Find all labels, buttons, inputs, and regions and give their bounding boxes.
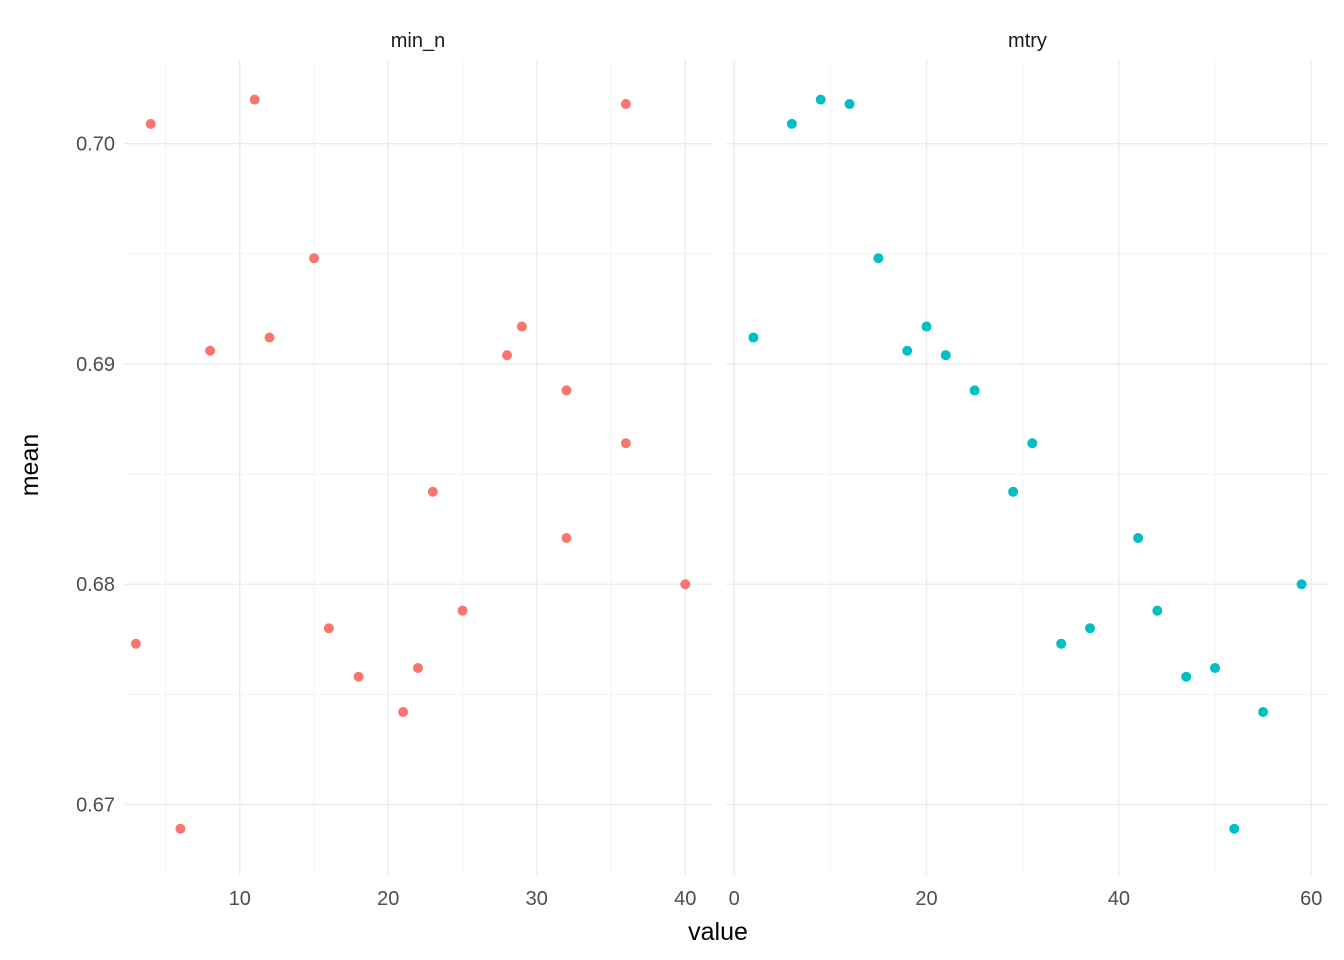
data-point bbox=[1210, 662, 1221, 673]
y-axis-ticks: 0.67 0.68 0.69 0.70 bbox=[76, 134, 115, 817]
data-point bbox=[940, 350, 951, 361]
x-tick-label: 20 bbox=[377, 888, 399, 910]
data-point bbox=[1133, 532, 1144, 543]
facet-strip-label: min_n bbox=[391, 30, 445, 52]
data-point bbox=[844, 99, 855, 110]
x-axis-ticks: 10 20 30 40 0 20 40 60 bbox=[229, 888, 1323, 910]
data-point bbox=[249, 94, 260, 105]
data-point bbox=[175, 823, 186, 834]
data-point bbox=[130, 638, 141, 649]
data-point bbox=[145, 118, 156, 129]
x-tick-label: 30 bbox=[526, 888, 548, 910]
facet-strip-label: mtry bbox=[1008, 30, 1047, 52]
y-tick-label: 0.67 bbox=[76, 795, 115, 817]
data-point bbox=[969, 385, 980, 396]
data-point bbox=[1056, 638, 1067, 649]
data-point bbox=[921, 321, 932, 332]
x-tick-label: 20 bbox=[915, 888, 937, 910]
x-tick-label: 60 bbox=[1300, 888, 1322, 910]
data-point bbox=[1008, 486, 1019, 497]
data-point bbox=[1258, 707, 1269, 717]
data-point bbox=[323, 623, 334, 634]
data-point bbox=[561, 532, 572, 543]
x-tick-label: 40 bbox=[1108, 888, 1130, 910]
x-tick-label: 10 bbox=[229, 888, 251, 910]
data-point bbox=[427, 486, 438, 497]
data-point bbox=[516, 321, 527, 332]
data-point bbox=[561, 385, 572, 396]
x-tick-label: 40 bbox=[674, 888, 696, 910]
data-point bbox=[620, 99, 631, 110]
data-point bbox=[413, 662, 423, 673]
data-point bbox=[1027, 438, 1038, 449]
y-tick-label: 0.68 bbox=[76, 574, 115, 596]
x-axis-title: value bbox=[688, 918, 748, 946]
data-point bbox=[815, 94, 826, 105]
data-point bbox=[398, 707, 409, 717]
data-point bbox=[748, 332, 759, 343]
data-point bbox=[786, 118, 797, 129]
data-point bbox=[1181, 671, 1192, 682]
data-point bbox=[457, 605, 468, 616]
data-point bbox=[502, 350, 513, 361]
data-point bbox=[309, 253, 320, 264]
data-point bbox=[902, 345, 913, 356]
x-tick-label: 0 bbox=[729, 888, 740, 910]
y-axis-title: mean bbox=[16, 434, 44, 497]
data-point bbox=[873, 253, 884, 264]
data-point bbox=[680, 579, 691, 590]
data-point bbox=[620, 438, 631, 449]
data-points bbox=[130, 94, 1307, 834]
data-point bbox=[1152, 605, 1163, 616]
data-point bbox=[1296, 579, 1307, 590]
data-point bbox=[1085, 623, 1096, 634]
data-point bbox=[205, 345, 216, 356]
grid-layer bbox=[124, 60, 1329, 875]
y-tick-label: 0.70 bbox=[76, 134, 115, 156]
data-point bbox=[353, 671, 364, 682]
data-point bbox=[264, 332, 275, 343]
facet-strips: min_n mtry bbox=[391, 30, 1047, 52]
data-point bbox=[1229, 823, 1240, 834]
y-tick-label: 0.69 bbox=[76, 354, 115, 376]
